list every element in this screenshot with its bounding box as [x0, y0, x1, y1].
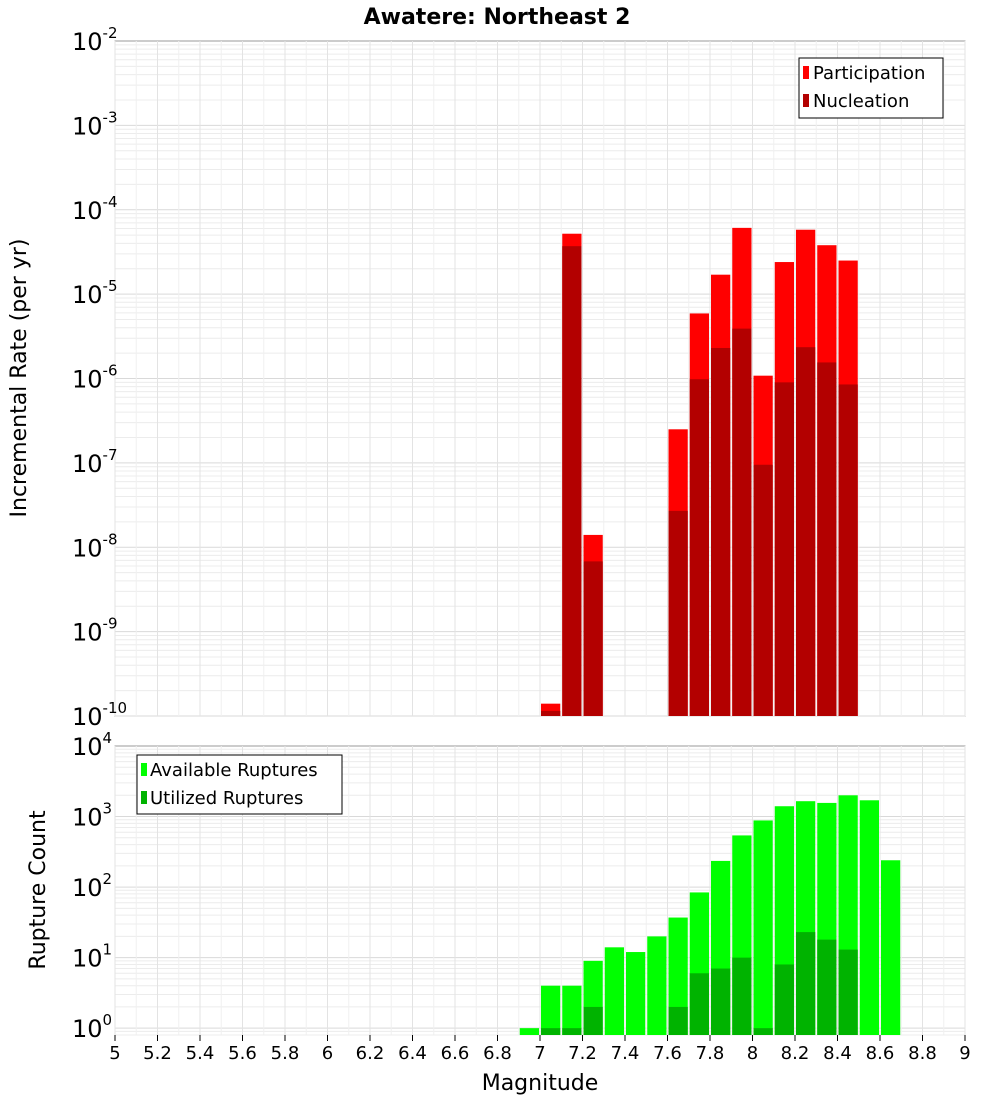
count-bar-utilized-ruptures — [711, 968, 731, 1035]
count-panel: 104 103 102 101 100 Rupture Count Available … — [26, 729, 971, 1096]
count-bar-utilized-ruptures — [753, 1028, 773, 1035]
count-bar-utilized-ruptures — [541, 1028, 561, 1035]
rate-y-tick-label: 10-2 — [72, 24, 118, 56]
count-bar-available-ruptures — [753, 820, 773, 1035]
count-y-axis-title: Rupture Count — [26, 810, 51, 970]
rate-y-axis-title: Incremental Rate (per yr) — [7, 239, 32, 518]
rate-bar-nucleation — [753, 464, 773, 716]
count-bar-utilized-ruptures — [796, 932, 816, 1035]
rate-y-tick-label: 10-9 — [72, 615, 118, 647]
count-bar-available-ruptures — [626, 952, 646, 1035]
rate-bar-nucleation — [711, 347, 731, 716]
rate-y-tick-label: 10-4 — [72, 193, 118, 225]
x-tick-label: 6.4 — [398, 1043, 427, 1064]
rate-bar-nucleation — [774, 382, 794, 716]
x-tick-label: 7 — [534, 1043, 545, 1064]
participation-legend-label: Participation — [813, 63, 925, 84]
x-tick-label: 6.2 — [356, 1043, 385, 1064]
count-bar-utilized-ruptures — [583, 1006, 603, 1035]
x-tick-label: 7.8 — [696, 1043, 725, 1064]
count-bar-available-ruptures — [519, 1028, 539, 1035]
chart-title: Awatere: Northeast 2 — [364, 5, 631, 30]
rate-bar-nucleation — [689, 379, 709, 716]
x-tick-label: 5.8 — [271, 1043, 300, 1064]
x-tick-label: 6 — [322, 1043, 333, 1064]
count-bar-utilized-ruptures — [774, 964, 794, 1035]
x-tick-label: 8.2 — [781, 1043, 810, 1064]
rate-bar-nucleation — [732, 328, 752, 716]
count-bar-available-ruptures — [604, 947, 624, 1035]
nucleation-legend-label: Nucleation — [813, 91, 909, 112]
nucleation-legend-swatch — [803, 94, 809, 107]
rate-bar-nucleation — [668, 510, 688, 716]
x-tick-label: 5.6 — [228, 1043, 257, 1064]
x-tick-label: 7.4 — [611, 1043, 640, 1064]
utilized-legend-label: Utilized Ruptures — [150, 788, 303, 809]
count-bar-utilized-ruptures — [838, 949, 858, 1035]
rate-y-tick-label: 10-10 — [72, 699, 127, 731]
rate-bar-nucleation — [817, 362, 837, 716]
x-tick-label: 5 — [109, 1043, 120, 1064]
count-legend-box — [136, 754, 343, 815]
count-legend: Available Ruptures Utilized Ruptures — [136, 754, 343, 815]
rate-legend-box — [798, 57, 944, 119]
count-bar-available-ruptures — [668, 917, 688, 1035]
count-bar-available-ruptures — [647, 936, 667, 1035]
count-bar-utilized-ruptures — [562, 1028, 582, 1035]
x-tick-label: 5.2 — [143, 1043, 172, 1064]
count-bar-utilized-ruptures — [732, 957, 752, 1035]
count-bar-utilized-ruptures — [689, 973, 709, 1035]
rate-y-tick-label: 10-8 — [72, 530, 118, 562]
count-y-tick-label: 100 — [72, 1011, 112, 1043]
x-tick-label: 8.8 — [908, 1043, 937, 1064]
participation-legend-swatch — [803, 66, 809, 79]
rate-legend: Participation Nucleation — [798, 57, 944, 119]
count-bar-available-ruptures — [881, 860, 901, 1035]
count-bar-utilized-ruptures — [817, 939, 837, 1035]
rate-bar-nucleation — [838, 384, 858, 716]
count-y-tick-label: 102 — [72, 870, 112, 902]
rate-bar-nucleation — [583, 561, 603, 716]
rate-panel: 10-2 10-3 10-4 10-5 10-6 10-7 10-8 10-9 10-10 In… — [7, 24, 966, 731]
rate-bar-nucleation — [541, 710, 561, 716]
available-legend-swatch — [141, 763, 147, 776]
rate-bar-nucleation — [796, 347, 816, 716]
count-y-tick-label: 103 — [72, 800, 112, 832]
x-tick-label: 6.6 — [441, 1043, 470, 1064]
rate-y-tick-label: 10-6 — [72, 362, 118, 394]
rate-bar-nucleation — [562, 246, 582, 716]
count-bar-available-ruptures — [859, 800, 879, 1035]
x-tick-label: 9 — [959, 1043, 970, 1064]
count-bar-available-ruptures — [562, 985, 582, 1035]
x-tick-label: 7.6 — [653, 1043, 682, 1064]
x-tick-label: 8.4 — [823, 1043, 852, 1064]
x-tick-label: 8 — [747, 1043, 758, 1064]
available-legend-label: Available Ruptures — [150, 760, 318, 781]
count-bar-available-ruptures — [541, 985, 561, 1035]
rate-y-tick-label: 10-5 — [72, 277, 118, 309]
count-y-tick-label: 101 — [72, 941, 112, 973]
x-tick-label: 5.4 — [186, 1043, 215, 1064]
rate-y-tick-label: 10-7 — [72, 446, 118, 478]
count-bar-utilized-ruptures — [668, 1006, 688, 1035]
count-y-tick-label: 104 — [72, 729, 112, 761]
utilized-legend-swatch — [141, 791, 147, 804]
x-tick-label: 6.8 — [483, 1043, 512, 1064]
x-axis-title: Magnitude — [482, 1071, 599, 1096]
x-tick-label: 7.2 — [568, 1043, 597, 1064]
x-tick-label: 8.6 — [866, 1043, 895, 1064]
rate-y-tick-label: 10-3 — [72, 108, 118, 140]
